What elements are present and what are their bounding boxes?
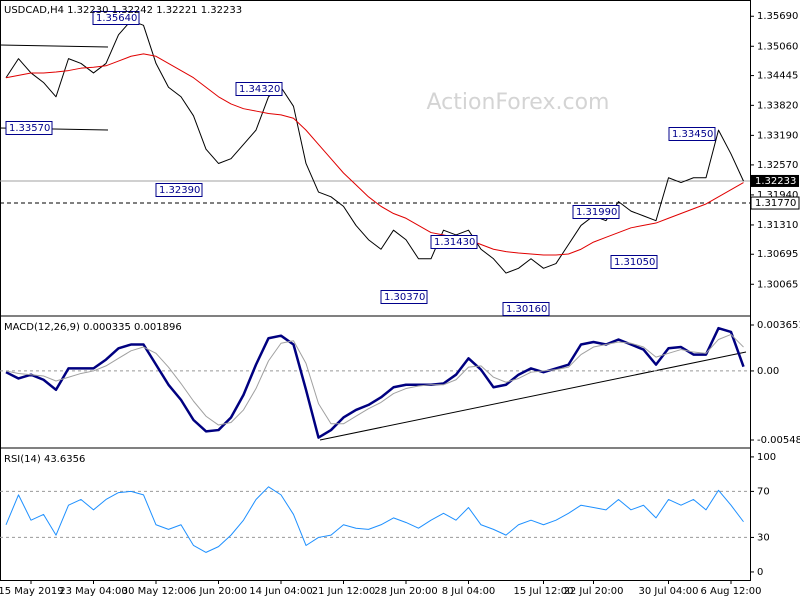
annotation-box [430, 235, 478, 249]
x-tick-label: 28 Jun 20:00 [374, 586, 438, 597]
y-tick-label: 1.33820 [757, 100, 798, 111]
annotation-label: 1.34320 [239, 84, 280, 95]
watermark: ActionForex.com [427, 90, 610, 115]
y-tick-label: 0 [757, 567, 763, 578]
last-price-box [751, 174, 799, 187]
x-tick-label: 23 May 04:00 [59, 586, 128, 597]
x-tick-label: 30 May 12:00 [122, 586, 191, 597]
y-tick-label: 1.32570 [757, 160, 798, 171]
frame [0, 0, 751, 581]
annotation-box [235, 82, 283, 96]
x-tick-label: 22 Jul 20:00 [564, 586, 624, 597]
y-tick-label: -0.005489 [757, 435, 800, 446]
y-tick-label: 100 [757, 452, 776, 463]
y-tick-label: 30 [757, 532, 770, 543]
panel-title: MACD(12,26,9) 0.000335 0.001896 [4, 322, 182, 333]
x-tick-label: 15 Jul 12:00 [514, 586, 574, 597]
x-tick-label: 14 Jun 04:00 [249, 586, 313, 597]
x-tick-label: 21 Jun 12:00 [312, 586, 376, 597]
y-tick-label: 0.003651 [757, 320, 800, 331]
annotation-label: 1.33450 [672, 129, 713, 140]
x-tick-label: 6 Aug 12:00 [700, 586, 761, 597]
x-tick-label: 8 Jul 04:00 [442, 586, 496, 597]
annotation-box [572, 205, 620, 219]
series-line [5, 486, 744, 553]
y-tick-label: 1.35690 [757, 11, 798, 22]
panel-title: RSI(14) 43.6356 [4, 454, 85, 465]
annotation-label: 1.33570 [9, 123, 50, 134]
annotation-box [610, 255, 658, 269]
panel-title: USDCAD,H4 1.32230 1.32242 1.32221 1.3223… [4, 5, 242, 16]
annotation-label: 1.31990 [576, 207, 617, 218]
annotation-box [155, 183, 203, 197]
y-tick-label: 1.34445 [757, 71, 798, 82]
annotation-box [668, 127, 716, 141]
annotation-box [92, 11, 140, 25]
reference-label: 1.31770 [755, 198, 796, 209]
x-tick-label: 15 May 2019 [0, 586, 64, 597]
y-tick-label: 1.35060 [757, 41, 798, 52]
annotation-box [502, 302, 550, 316]
y-tick-label: 70 [757, 486, 770, 497]
y-tick-label: 1.31940 [757, 190, 798, 201]
annotation-label: 1.30160 [506, 304, 547, 315]
series-line [5, 326, 745, 439]
x-tick-label: 6 Jun 20:00 [190, 586, 247, 597]
y-tick-label: 1.33190 [757, 130, 798, 141]
series-line [5, 53, 744, 256]
y-tick-label: 1.31310 [757, 220, 798, 231]
trend-line [319, 351, 747, 441]
y-tick-label: 0.00 [757, 366, 779, 377]
annotation-label: 1.31430 [434, 237, 475, 248]
annotation-box [5, 121, 53, 135]
series-line [5, 333, 744, 426]
y-tick-label: 1.30065 [757, 279, 798, 290]
annotation-label: 1.35640 [96, 13, 137, 24]
series-line [5, 20, 744, 274]
annotation-label: 1.30370 [384, 292, 425, 303]
last-price-label: 1.32233 [755, 176, 796, 187]
annotation-label: 1.31050 [614, 257, 655, 268]
y-tick-label: 1.30695 [757, 249, 798, 260]
x-tick-label: 30 Jul 04:00 [639, 586, 699, 597]
annotation-label: 1.32390 [159, 185, 200, 196]
reference-box [750, 196, 800, 210]
range-line [0, 44, 109, 48]
annotation-box [380, 290, 428, 304]
